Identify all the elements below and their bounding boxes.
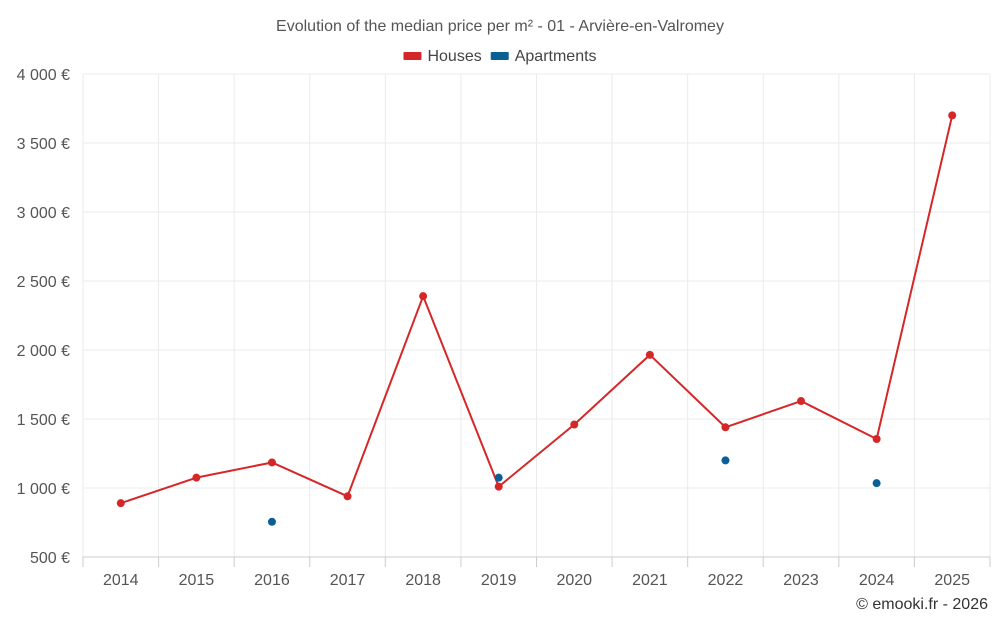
y-tick-label: 3 500 €	[17, 136, 70, 153]
series-line-houses	[120, 115, 954, 505]
data-point-houses[interactable]	[570, 420, 579, 429]
chart-title: Evolution of the median price per m² - 0…	[276, 18, 724, 35]
x-axis: 2014 2015 2016 2017 2018 2019 2020 2021 2022 2023…	[82, 556, 991, 589]
x-tick-label: 2017	[330, 572, 366, 589]
data-point-apartments[interactable]	[721, 456, 730, 465]
y-tick-label: 1 000 €	[17, 481, 70, 498]
x-tick-label: 2014	[103, 572, 139, 589]
data-point-apartments[interactable]	[872, 479, 881, 488]
x-tick-label: 2020	[556, 572, 592, 589]
data-point-houses[interactable]	[948, 111, 957, 120]
legend-label: Houses	[427, 48, 481, 65]
x-tick-label: 2025	[934, 572, 970, 589]
data-point-houses[interactable]	[267, 458, 276, 467]
series-houses	[116, 111, 957, 508]
legend-item-apartments[interactable]: Apartments	[490, 48, 597, 65]
legend: Houses Apartments	[403, 48, 597, 65]
x-tick-label: 2015	[179, 572, 215, 589]
legend-item-houses[interactable]: Houses	[403, 48, 482, 65]
y-tick-label: 1 500 €	[17, 412, 70, 429]
x-tick-label: 2022	[708, 572, 744, 589]
data-point-houses[interactable]	[645, 350, 654, 359]
data-point-houses[interactable]	[494, 482, 503, 491]
legend-label: Apartments	[515, 48, 597, 65]
y-tick-label: 3 000 €	[17, 205, 70, 222]
y-tick-label: 2 500 €	[17, 274, 70, 291]
legend-swatch	[403, 52, 422, 60]
series-layer	[116, 111, 957, 526]
y-tick-label: 500 €	[30, 550, 70, 567]
x-tick-label: 2016	[254, 572, 290, 589]
x-tick-label: 2021	[632, 572, 668, 589]
data-point-apartments[interactable]	[267, 517, 276, 526]
data-point-houses[interactable]	[343, 492, 352, 501]
data-point-houses[interactable]	[797, 397, 806, 406]
y-tick-label: 2 000 €	[17, 343, 70, 360]
data-point-houses[interactable]	[721, 423, 730, 432]
x-tick-label: 2018	[405, 572, 441, 589]
series-apartments	[267, 456, 881, 526]
y-tick-label: 4 000 €	[17, 67, 70, 84]
credit-text: © emooki.fr - 2026	[856, 596, 988, 613]
legend-swatch	[490, 52, 509, 60]
data-point-houses[interactable]	[192, 473, 201, 482]
data-point-houses[interactable]	[116, 499, 125, 508]
x-tick-label: 2024	[859, 572, 895, 589]
data-point-houses[interactable]	[872, 435, 881, 444]
y-axis: 500 € 1 000 € 1 500 € 2 000 € 2 500 € 3 000 €…	[17, 67, 70, 567]
grid	[82, 73, 991, 558]
data-point-houses[interactable]	[419, 292, 428, 301]
x-tick-label: 2023	[783, 572, 819, 589]
x-tick-label: 2019	[481, 572, 517, 589]
data-point-apartments[interactable]	[494, 473, 503, 482]
